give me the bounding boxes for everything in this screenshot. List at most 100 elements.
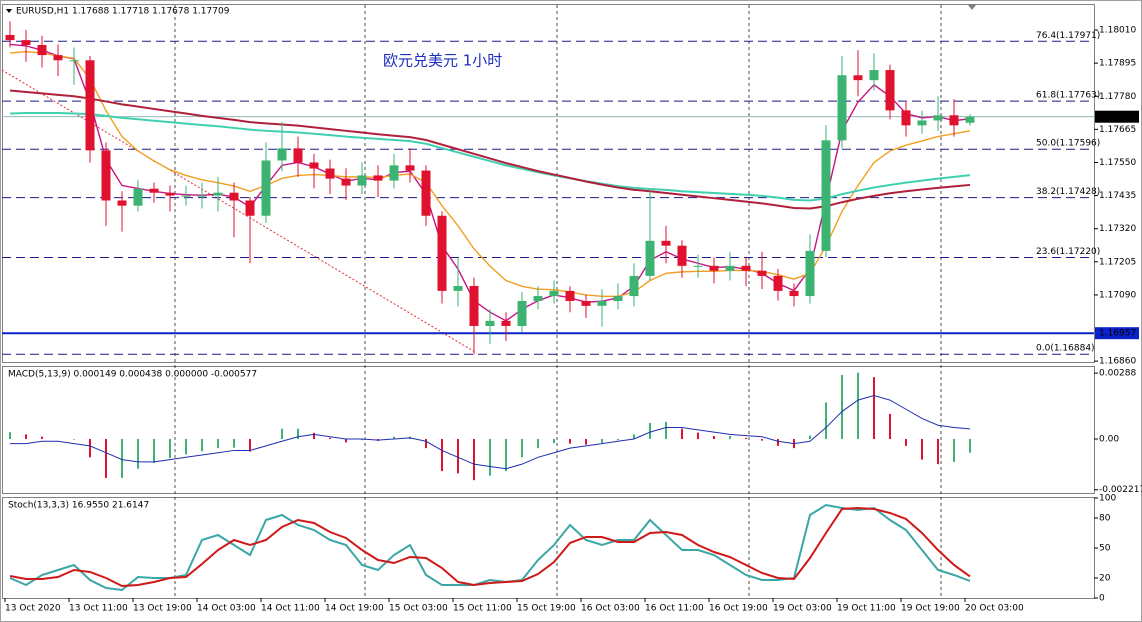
y-tick-label: 0.00288: [1099, 369, 1136, 379]
candle-body: [709, 265, 719, 271]
candle-body: [949, 115, 959, 126]
price-box-label: 1.16957: [1099, 329, 1136, 339]
x-tick-label: 13 Oct 11:00: [69, 604, 128, 614]
candle-body: [405, 165, 415, 171]
candle-body: [613, 296, 623, 301]
candle-body: [117, 200, 127, 206]
macd-title: MACD(5,13,9) 0.000149 0.000438 0.000000 …: [8, 370, 257, 380]
fib-label: 38.2(1.17428): [1036, 187, 1100, 197]
indicator-line: [9, 506, 971, 588]
x-tick-label: 14 Oct 19:00: [325, 604, 384, 614]
shift-marker: [968, 5, 976, 10]
price-box-label: 1.17709: [1099, 112, 1136, 122]
candle-body: [725, 265, 735, 271]
candle-body: [757, 270, 767, 276]
candle-body: [213, 192, 223, 196]
candle-body: [293, 148, 303, 163]
y-tick-label: -0.002217: [1099, 485, 1142, 495]
y-tick-label: 1.17320: [1099, 224, 1136, 234]
candle-body: [389, 165, 399, 181]
candle-body: [661, 240, 671, 246]
candle-body: [325, 168, 335, 179]
candle-body: [149, 188, 159, 193]
fib-label: 0.0(1.16884): [1036, 344, 1095, 354]
candle-body: [821, 140, 831, 251]
candle-body: [965, 116, 975, 123]
x-tick-label: 13 Oct 2020: [5, 604, 61, 614]
macd-panel: [2, 366, 1095, 494]
main-panel: [2, 4, 1095, 363]
candle-body: [517, 300, 527, 327]
y-tick-label: 80: [1099, 514, 1111, 524]
candle-body: [85, 60, 95, 151]
candle-body: [261, 160, 271, 216]
candle-body: [133, 188, 143, 206]
annotation: 欧元兑美元 1小时: [383, 52, 502, 70]
fib-label: 61.8(1.17763): [1036, 91, 1100, 101]
y-tick-label: 1.18010: [1099, 26, 1136, 36]
x-tick-label: 14 Oct 03:00: [197, 604, 256, 614]
menu-icon: [6, 9, 12, 13]
x-tick-label: 13 Oct 19:00: [133, 604, 192, 614]
candle-body: [901, 110, 911, 126]
candle-body: [37, 45, 47, 56]
candle-body: [469, 285, 479, 327]
candle-body: [421, 170, 431, 216]
main-title: EURUSD,H1 1.17688 1.17718 1.17678 1.1770…: [16, 7, 230, 17]
price-box: [1095, 110, 1139, 123]
candle-body: [549, 290, 559, 297]
candle-body: [53, 55, 63, 61]
y-tick-label: 0: [1099, 594, 1105, 604]
candle-body: [21, 40, 31, 46]
candle-body: [597, 300, 607, 306]
candle-body: [533, 296, 543, 301]
candle-body: [277, 148, 287, 161]
x-tick-label: 19 Oct 19:00: [901, 604, 960, 614]
candle-body: [629, 275, 639, 297]
candle-body: [741, 265, 751, 271]
candle-body: [165, 192, 175, 196]
fib-label: 76.4(1.17971): [1036, 31, 1100, 41]
candle-body: [181, 195, 191, 197]
x-tick-label: 19 Oct 03:00: [773, 604, 832, 614]
candle-body: [341, 178, 351, 186]
candle-body: [837, 75, 847, 141]
candle-body: [437, 215, 447, 291]
candle-body: [677, 245, 687, 266]
stoch-title: Stoch(13,3,3) 16.9550 21.6147: [8, 501, 149, 511]
candle-body: [453, 285, 463, 291]
x-tick-label: 14 Oct 11:00: [261, 604, 320, 614]
y-tick-label: 1.17090: [1099, 290, 1136, 300]
fib-label: 50.0(1.17596): [1036, 139, 1100, 149]
y-tick-label: 50: [1099, 544, 1111, 554]
x-tick-label: 15 Oct 19:00: [517, 604, 576, 614]
x-tick-label: 16 Oct 19:00: [709, 604, 768, 614]
x-tick-label: 19 Oct 11:00: [837, 604, 896, 614]
x-tick-label: 16 Oct 03:00: [581, 604, 640, 614]
candle-body: [197, 195, 207, 197]
candle-body: [645, 240, 655, 276]
separators: [174, 5, 942, 598]
candle-body: [805, 250, 815, 297]
candle-body: [373, 175, 383, 181]
plot: 1.18010 1.17895 1.17780 1.17665 1.17550 1.174…: [2, 21, 1142, 614]
candle-body: [101, 150, 111, 201]
y-tick-label: 20: [1099, 574, 1111, 584]
candle-body: [581, 300, 591, 306]
y-tick-label: 1.17665: [1099, 125, 1136, 135]
y-tick-label: 1.17205: [1099, 257, 1136, 267]
candle-body: [501, 320, 511, 327]
candle-body: [565, 290, 575, 301]
y-tick-label: 1.17780: [1099, 92, 1136, 102]
candle-body: [69, 60, 79, 62]
fib-label: 23.6(1.17220): [1036, 247, 1100, 257]
candle-body: [933, 115, 943, 121]
indicator-line: [9, 89, 971, 210]
candle-body: [885, 70, 895, 111]
y-tick-label: 0.00: [1099, 434, 1119, 444]
candle-body: [773, 275, 783, 291]
y-tick-label: 100: [1099, 494, 1116, 504]
indicator-line: [10, 394, 971, 470]
